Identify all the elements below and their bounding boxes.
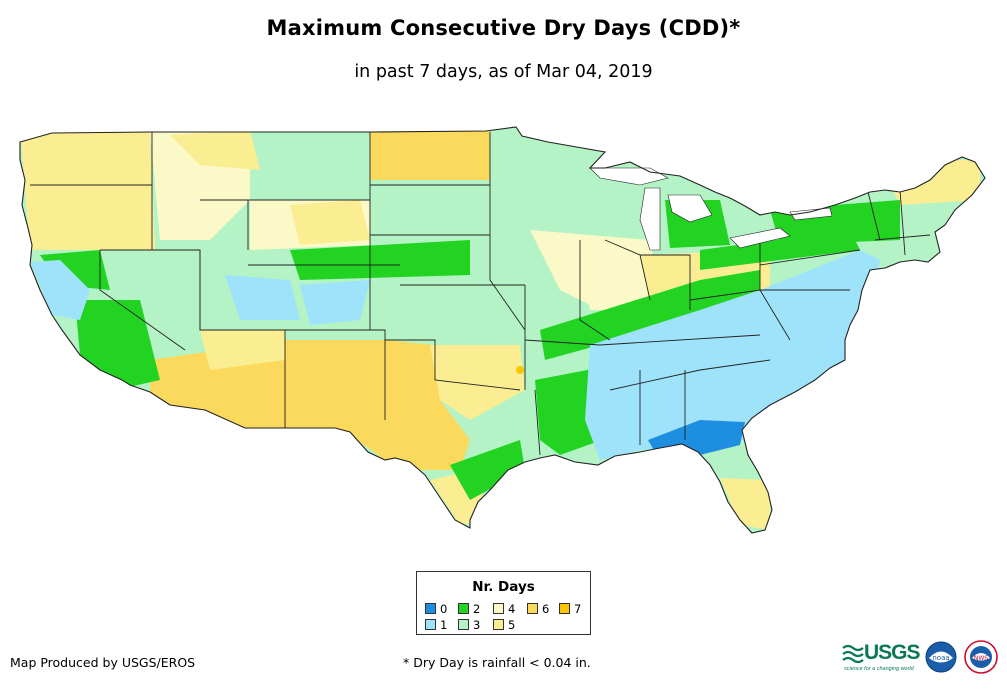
noaa-logo-text: noaa bbox=[932, 654, 949, 662]
legend-swatch bbox=[425, 619, 436, 630]
legend-label: 1 bbox=[440, 618, 448, 632]
legend-swatch bbox=[425, 603, 436, 614]
legend-swatch bbox=[493, 603, 504, 614]
map-subtitle: in past 7 days, as of Mar 04, 2019 bbox=[354, 62, 653, 82]
state-borders bbox=[30, 132, 931, 456]
nws-logo-text: NWS bbox=[974, 655, 988, 662]
map-title: Maximum Consecutive Dry Days (CDD)* bbox=[266, 16, 741, 40]
usgs-wave-icon bbox=[842, 644, 864, 664]
legend-swatch bbox=[458, 619, 469, 630]
cdd-shading bbox=[20, 127, 985, 533]
great-lakes bbox=[589, 167, 833, 251]
legend-label: 0 bbox=[440, 602, 448, 616]
legend-title: Nr. Days bbox=[472, 579, 535, 595]
legend: Nr. Days 0 1 2 3 4 5 6 7 bbox=[416, 571, 591, 635]
dry-day-footnote: * Dry Day is rainfall < 0.04 in. bbox=[403, 655, 591, 670]
legend-label: 2 bbox=[473, 602, 481, 616]
map-credit: Map Produced by USGS/EROS bbox=[10, 655, 196, 670]
nws-logo-icon: NWS bbox=[964, 640, 998, 674]
legend-swatch bbox=[458, 603, 469, 614]
legend-swatch bbox=[527, 603, 538, 614]
legend-swatch bbox=[493, 619, 504, 630]
legend-label: 6 bbox=[542, 602, 550, 616]
noaa-logo-icon: noaa bbox=[925, 641, 957, 673]
legend-label: 7 bbox=[574, 602, 582, 616]
usgs-wordmark: USGS bbox=[864, 641, 921, 664]
usgs-logo: USGS science for a changing world bbox=[842, 641, 921, 677]
legend-label: 3 bbox=[473, 618, 481, 632]
legend-label: 4 bbox=[508, 602, 516, 616]
usgs-tagline: science for a changing world bbox=[844, 666, 914, 672]
legend-label: 5 bbox=[508, 618, 516, 632]
legend-swatch bbox=[559, 603, 570, 614]
